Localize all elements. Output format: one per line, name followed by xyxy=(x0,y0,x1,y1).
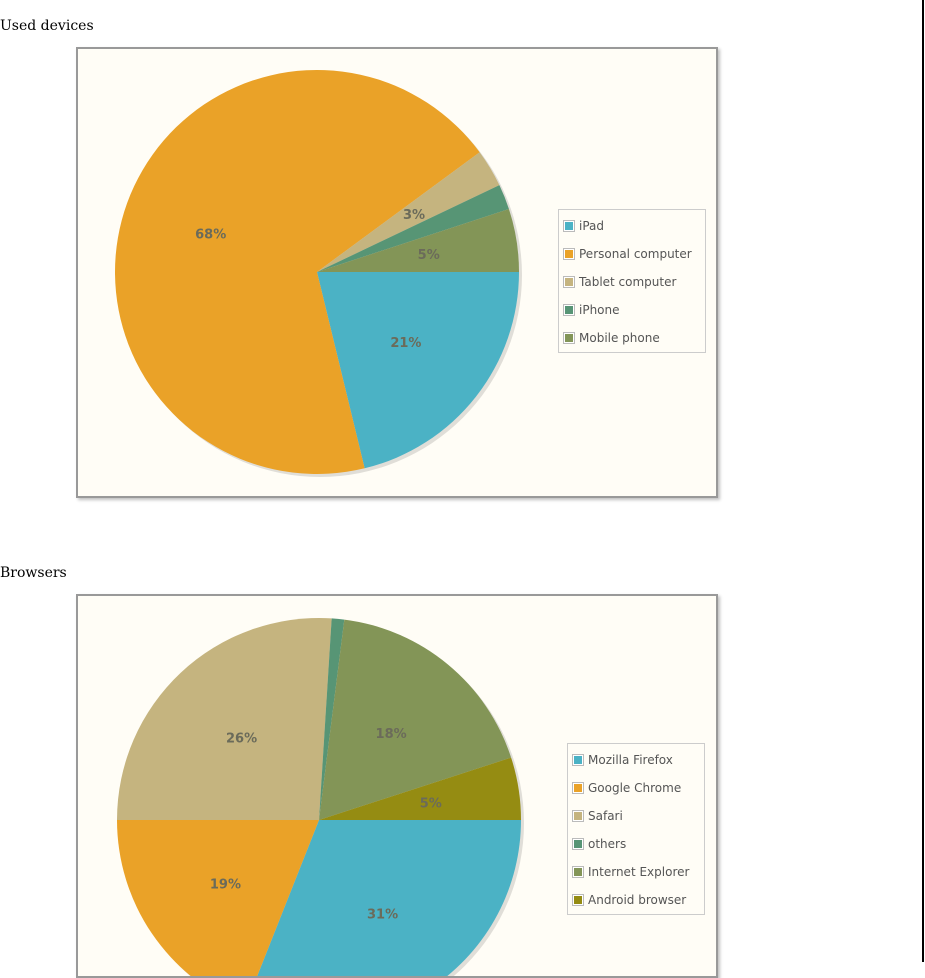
pie-slice-safari[interactable] xyxy=(117,618,332,820)
slice-label-safari: 26% xyxy=(226,732,257,747)
legend-swatch xyxy=(572,894,584,906)
legend-label: others xyxy=(588,837,627,851)
legend-item-mobile-phone[interactable]: Mobile phone xyxy=(563,324,702,352)
legend-label: iPhone xyxy=(579,303,620,317)
legend-item-android-browser[interactable]: Android browser xyxy=(572,886,701,914)
legend-swatch xyxy=(563,276,575,288)
legend-item-personal-computer[interactable]: Personal computer xyxy=(563,240,702,268)
legend-item-safari[interactable]: Safari xyxy=(572,802,701,830)
legend-swatch xyxy=(563,248,575,260)
chart-title-used-devices: Used devices xyxy=(0,18,94,34)
legend-label: Tablet computer xyxy=(579,275,677,289)
pie-slice-iphone[interactable] xyxy=(317,185,509,272)
legend-swatch xyxy=(563,332,575,344)
legend-swatch xyxy=(563,304,575,316)
legend-swatch xyxy=(572,754,584,766)
legend-label: Android browser xyxy=(588,893,687,907)
legend-label: iPad xyxy=(579,219,605,233)
legend-swatch xyxy=(572,838,584,850)
pie-chart-browsers: 31% 19% 26% 18% 5% xyxy=(117,618,524,976)
legend-item-others[interactable]: others xyxy=(572,830,701,858)
legend-label: Personal computer xyxy=(579,247,692,261)
slice-label-internet-explorer: 18% xyxy=(376,727,407,742)
legend-item-iphone[interactable]: iPhone xyxy=(563,296,702,324)
legend-swatch xyxy=(572,782,584,794)
pie-slice-mozilla-firefox[interactable] xyxy=(245,820,521,976)
legend-label: Mobile phone xyxy=(579,331,660,345)
pie-slice-ipad[interactable] xyxy=(317,272,519,469)
pie-slice-personal-computer[interactable] xyxy=(115,70,480,475)
legend-item-ipad[interactable]: iPad xyxy=(563,212,702,240)
legend-browsers: Mozilla Firefox Google Chrome Safari others… xyxy=(567,743,705,915)
legend-label: Internet Explorer xyxy=(588,865,690,879)
legend-label: Google Chrome xyxy=(588,781,682,795)
slice-label-tablet-computer: 3% xyxy=(403,208,425,223)
pie-chart-used-devices: 21% 68% 3% 5% xyxy=(115,70,522,477)
pie-slice-tablet-computer[interactable] xyxy=(317,152,500,272)
slice-label-ipad: 21% xyxy=(390,336,421,351)
legend-item-mozilla-firefox[interactable]: Mozilla Firefox xyxy=(572,746,701,774)
legend-label: Safari xyxy=(588,809,623,823)
chart-panel-browsers: 31% 19% 26% 18% 5% Mozilla Firefox Google Chr… xyxy=(76,594,718,978)
chart-title-browsers: Browsers xyxy=(0,565,67,581)
slice-label-mobile-phone: 5% xyxy=(418,248,440,263)
slice-label-android-browser: 5% xyxy=(420,796,442,811)
legend-item-google-chrome[interactable]: Google Chrome xyxy=(572,774,701,802)
legend-item-tablet-computer[interactable]: Tablet computer xyxy=(563,268,702,296)
legend-used-devices: iPad Personal computer Tablet computer iPho… xyxy=(558,209,706,353)
pie-slice-android-browser[interactable] xyxy=(319,757,521,820)
pie-slice-internet-explorer[interactable] xyxy=(319,619,512,820)
slice-label-mozilla-firefox: 31% xyxy=(367,908,398,923)
legend-swatch xyxy=(572,866,584,878)
pie-slice-google-chrome[interactable] xyxy=(117,820,319,976)
legend-label: Mozilla Firefox xyxy=(588,753,673,767)
slice-label-personal-computer: 68% xyxy=(195,227,226,242)
legend-item-internet-explorer[interactable]: Internet Explorer xyxy=(572,858,701,886)
page-edge-rule xyxy=(922,0,924,962)
pie-slice-others[interactable] xyxy=(319,618,345,820)
legend-swatch xyxy=(572,810,584,822)
legend-swatch xyxy=(563,220,575,232)
slice-label-google-chrome: 19% xyxy=(210,878,241,893)
pie-slice-mobile-phone[interactable] xyxy=(317,208,519,272)
chart-panel-used-devices: 21% 68% 3% 5% iPad Personal computer Tablet c… xyxy=(76,47,718,498)
